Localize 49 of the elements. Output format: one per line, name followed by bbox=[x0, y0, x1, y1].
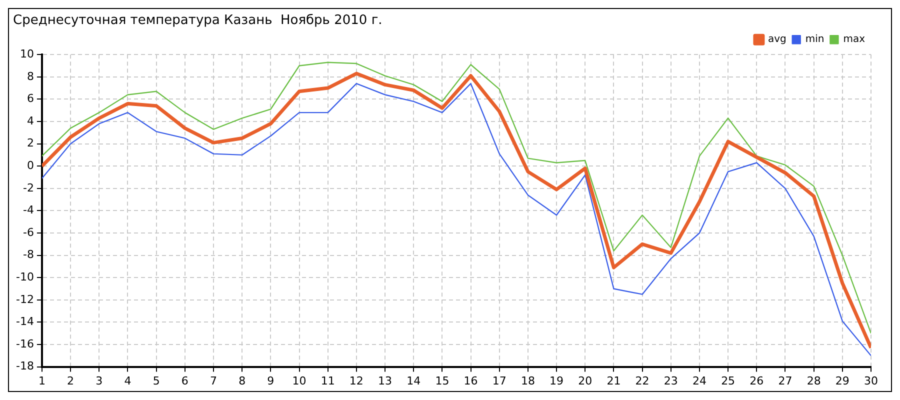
x-tick-label: 7 bbox=[210, 374, 217, 388]
x-tick-label: 20 bbox=[578, 374, 592, 388]
x-tick-label: 3 bbox=[96, 374, 103, 388]
x-tick-label: 15 bbox=[435, 374, 450, 388]
y-tick-label: 8 bbox=[26, 70, 34, 83]
x-tick-label: 26 bbox=[750, 374, 764, 388]
x-tick-label: 19 bbox=[550, 374, 564, 388]
x-tick-label: 5 bbox=[152, 374, 160, 388]
x-tick-label: 11 bbox=[320, 374, 335, 388]
y-tick-label: 10 bbox=[20, 47, 34, 60]
legend-label: min bbox=[805, 34, 824, 46]
x-tick-label: 13 bbox=[378, 374, 392, 388]
y-tick-label: 0 bbox=[26, 158, 34, 172]
x-tick-label: 14 bbox=[406, 374, 421, 388]
x-tick-label: 28 bbox=[806, 374, 821, 388]
x-tick-label: 23 bbox=[664, 374, 678, 388]
y-tick-label: -12 bbox=[16, 292, 34, 306]
x-tick-label: 10 bbox=[292, 374, 306, 388]
chart-title: Среднесуточная температура Казань Ноябрь 2010 г. bbox=[13, 13, 382, 28]
x-tick-label: 24 bbox=[692, 374, 706, 388]
x-tick-label: 8 bbox=[238, 374, 246, 388]
x-tick-label: 21 bbox=[606, 374, 621, 388]
x-tick-label: 25 bbox=[721, 374, 736, 388]
x-tick-label: 22 bbox=[635, 374, 650, 388]
legend-label: max bbox=[843, 34, 866, 46]
y-tick-label: 4 bbox=[26, 114, 34, 128]
x-tick-label: 2 bbox=[67, 374, 74, 388]
x-tick-label: 29 bbox=[835, 374, 850, 388]
x-tick-label: 6 bbox=[181, 374, 188, 388]
x-tick-label: 27 bbox=[778, 374, 792, 388]
y-tick-label: 2 bbox=[26, 136, 34, 150]
y-tick-label: -18 bbox=[16, 360, 34, 373]
y-tick-label: 6 bbox=[26, 92, 34, 106]
y-tick-label: -10 bbox=[16, 270, 34, 284]
y-tick-label: -4 bbox=[23, 204, 34, 217]
y-tick-label: -2 bbox=[23, 181, 34, 194]
y-tick-label: -16 bbox=[16, 337, 34, 350]
y-tick-label: -8 bbox=[23, 248, 34, 262]
y-tick-label: -6 bbox=[23, 226, 34, 239]
y-tick-label: -14 bbox=[16, 315, 34, 328]
legend-label: avg bbox=[768, 34, 786, 46]
x-tick-label: 1 bbox=[38, 374, 46, 388]
x-tick-label: 30 bbox=[864, 374, 878, 388]
x-tick-label: 17 bbox=[492, 374, 506, 388]
x-tick-label: 4 bbox=[124, 374, 132, 388]
x-tick-label: 16 bbox=[464, 374, 478, 388]
x-tick-label: 12 bbox=[349, 374, 364, 388]
x-tick-label: 18 bbox=[520, 374, 535, 388]
x-tick-label: 9 bbox=[267, 374, 274, 388]
